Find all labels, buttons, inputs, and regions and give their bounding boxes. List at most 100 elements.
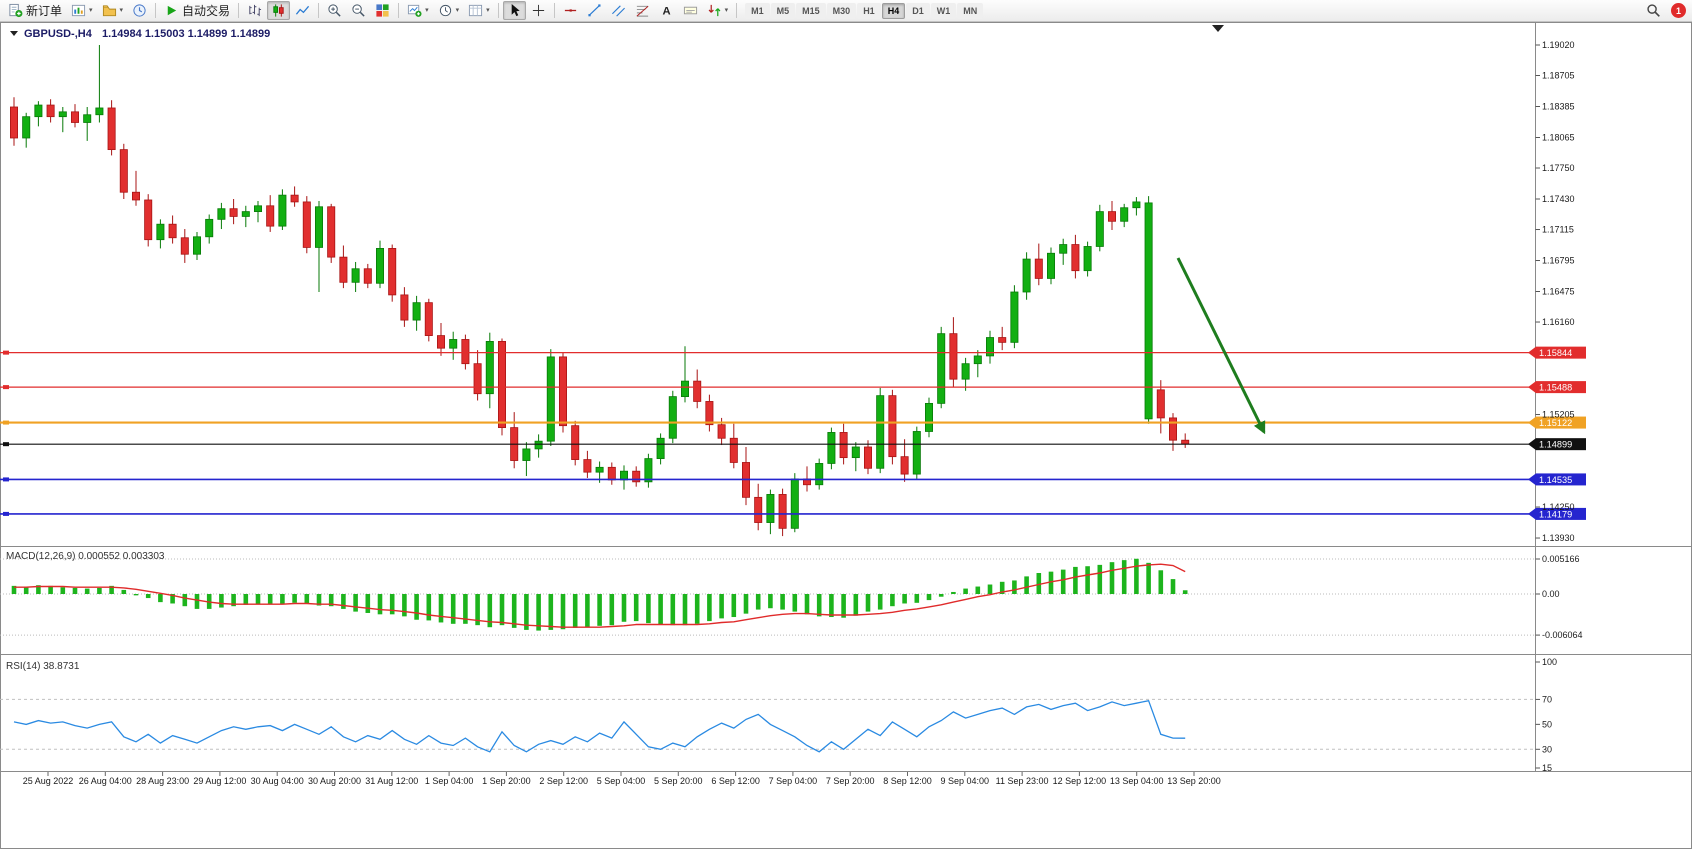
search-button[interactable] — [1642, 1, 1665, 20]
candle — [912, 431, 921, 475]
chart-canvas[interactable]: 1.15844 1.15488 1.15122 1.14535 1.14179 1.148… — [0, 22, 1692, 849]
trend-arrow[interactable] — [1176, 257, 1266, 435]
zoom-in-button[interactable] — [323, 1, 346, 20]
add-indicator-button[interactable]: ▾ — [403, 1, 433, 20]
candle — [668, 396, 677, 439]
hline-1.14535[interactable]: 1.14535 — [0, 473, 1586, 486]
candle — [571, 425, 580, 460]
market-watch-icon — [133, 4, 146, 17]
hline-handle[interactable] — [3, 420, 9, 425]
hline-handle[interactable] — [3, 511, 9, 516]
periods-icon — [439, 4, 451, 17]
channel-button[interactable] — [607, 1, 630, 20]
candle — [302, 201, 311, 248]
periods-button[interactable]: ▾ — [434, 1, 464, 20]
quote-panel-toggle-icon[interactable] — [10, 31, 18, 36]
timeframe-button-h4[interactable]: H4 — [881, 2, 906, 19]
price-tick-label: 1.19020 — [1542, 40, 1575, 50]
hline-handle[interactable] — [3, 385, 9, 390]
timeframe-button-m1[interactable]: M1 — [745, 2, 770, 19]
candle — [876, 395, 885, 469]
arrows-button[interactable]: ▾ — [703, 1, 733, 20]
candle — [229, 208, 238, 217]
templates-button[interactable]: ▾ — [464, 1, 494, 20]
zoom-out-button[interactable] — [347, 1, 370, 20]
candle — [607, 466, 616, 481]
date-tick-label: 28 Aug 23:00 — [136, 776, 189, 786]
candle — [1083, 246, 1092, 272]
macd-tick-label: 0.00 — [1542, 589, 1560, 599]
candle — [973, 355, 982, 365]
profiles-button[interactable]: ▾ — [98, 1, 128, 20]
candle — [1071, 244, 1080, 272]
candle — [497, 340, 506, 429]
new-chart-icon — [408, 4, 422, 17]
hline-handle[interactable] — [3, 350, 9, 355]
charts-menu-button[interactable]: ▾ — [67, 1, 97, 20]
crosshair-icon — [532, 4, 544, 17]
timeframe-button-m15[interactable]: M15 — [796, 2, 826, 19]
time-scale[interactable]: 25 Aug 2022 26 Aug 04:00 28 Aug 23:00 29 Au… — [23, 772, 1221, 786]
date-tick-label: 1 Sep 04:00 — [425, 776, 474, 786]
timeframe-button-w1[interactable]: W1 — [930, 2, 957, 19]
cursor-button[interactable] — [502, 1, 526, 20]
trendline-button[interactable] — [583, 1, 606, 20]
hline-price-label: 1.14535 — [1539, 475, 1572, 485]
notification-badge[interactable]: 1 — [1671, 3, 1686, 18]
bars-icon — [249, 4, 262, 17]
chart-title-group: GBPUSD-,H4 1.14984 1.15003 1.14899 1.148… — [10, 28, 270, 40]
candle — [1181, 439, 1190, 445]
timeframe-button-h1[interactable]: H1 — [857, 2, 881, 19]
auto-trading-button[interactable]: 自动交易 — [160, 1, 234, 20]
text-icon: A — [662, 6, 670, 18]
timeframe-button-m5[interactable]: M5 — [770, 2, 796, 19]
candle — [436, 335, 445, 349]
svg-text:A: A — [662, 6, 670, 18]
rsi-tick-label: 100 — [1542, 657, 1557, 667]
timeframe-button-mn[interactable]: MN — [957, 2, 984, 19]
text-label-button[interactable] — [679, 1, 702, 20]
date-tick-label: 2 Sep 12:00 — [539, 776, 588, 786]
profiles-icon — [102, 5, 116, 17]
tile-windows-button[interactable] — [371, 1, 394, 20]
rsi-tick-label: 50 — [1542, 719, 1552, 729]
hline-1.15122[interactable]: 1.15122 — [0, 416, 1586, 429]
date-tick-label: 11 Sep 23:00 — [996, 776, 1049, 786]
price-scale[interactable]: 1.19020 1.18705 1.18385 1.18065 1.17750 1.174… — [1535, 40, 1575, 543]
macd-label: MACD(12,26,9) 0.000552 0.003303 — [6, 551, 165, 562]
candlestick-mode-button[interactable] — [267, 1, 291, 20]
line-chart-mode-button[interactable] — [291, 1, 314, 20]
chart-shift-marker[interactable] — [1212, 25, 1224, 32]
candle — [864, 446, 873, 469]
market-watch-button[interactable] — [128, 1, 151, 20]
candle — [253, 205, 262, 213]
hline-1.14179[interactable]: 1.14179 — [0, 507, 1586, 520]
candle — [1156, 389, 1165, 419]
toolbar: 新订单 ▾ ▾ 自动交易 — [0, 0, 1692, 22]
fibonacci-button[interactable] — [631, 1, 654, 20]
toolbar-separator — [736, 3, 738, 18]
candle — [1022, 258, 1031, 293]
bar-chart-mode-button[interactable] — [243, 1, 266, 20]
text-button[interactable]: A — [655, 1, 678, 20]
toolbar-separator — [553, 3, 555, 18]
candle — [278, 194, 287, 227]
date-tick-label: 8 Sep 12:00 — [883, 776, 932, 786]
timeframe-button-m30[interactable]: M30 — [826, 2, 857, 19]
hline-1.15488[interactable]: 1.15488 — [0, 381, 1586, 394]
candle — [388, 248, 397, 296]
date-tick-label: 1 Sep 20:00 — [482, 776, 531, 786]
price-tick-label: 1.18705 — [1542, 71, 1575, 81]
new-order-button[interactable]: 新订单 — [4, 1, 66, 20]
date-tick-label: 13 Sep 20:00 — [1167, 776, 1221, 786]
horizontal-line-button[interactable] — [559, 1, 582, 20]
crosshair-button[interactable] — [527, 1, 550, 20]
hline-handle[interactable] — [3, 477, 9, 482]
hline-1.15844[interactable]: 1.15844 — [0, 346, 1586, 359]
candle — [1010, 291, 1019, 343]
candle — [583, 459, 592, 473]
search-icon — [1647, 4, 1660, 17]
current-price-line[interactable]: 1.14899 — [0, 438, 1586, 451]
date-tick-label: 30 Aug 04:00 — [251, 776, 304, 786]
timeframe-button-d1[interactable]: D1 — [906, 2, 930, 19]
